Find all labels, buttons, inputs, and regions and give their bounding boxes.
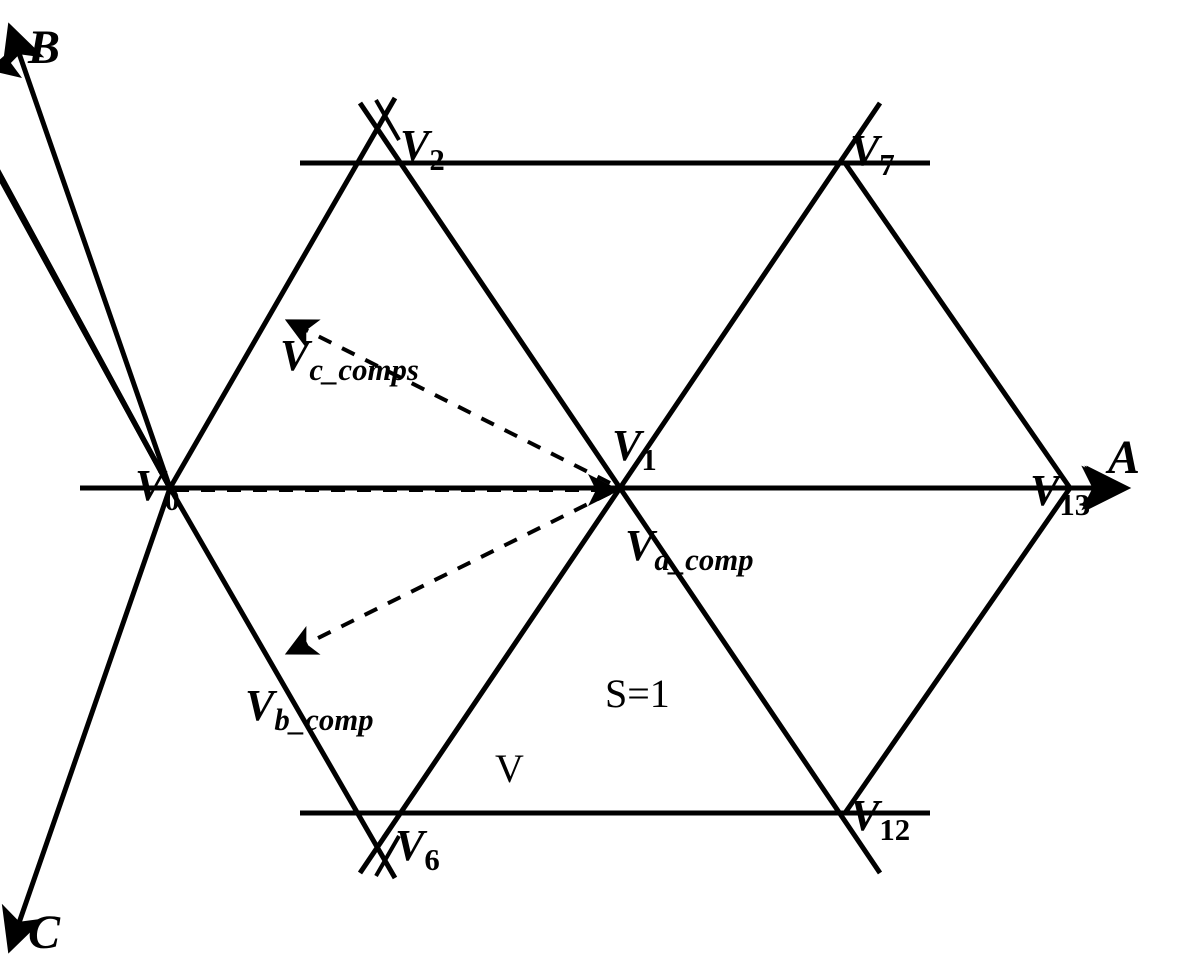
label-c: C	[28, 905, 60, 960]
label-v7: V7	[850, 125, 895, 183]
label-v13: V13	[1030, 465, 1090, 523]
axis-b	[0, 55, 170, 488]
label-v12: V12	[850, 790, 910, 848]
label-b: B	[28, 20, 60, 75]
label-vc-comps: Vc_comps	[280, 330, 419, 388]
label-v-plain: V	[495, 745, 524, 792]
label-v6: V6	[395, 820, 440, 878]
label-v0: V0	[135, 460, 180, 518]
label-va-comp: Va_comp	[625, 520, 754, 578]
label-v1: V1	[612, 420, 657, 478]
label-a: A	[1108, 430, 1140, 485]
label-vb-comp: Vb_comp	[245, 680, 374, 738]
label-v2: V2	[400, 120, 445, 178]
label-s1: S=1	[605, 670, 670, 717]
